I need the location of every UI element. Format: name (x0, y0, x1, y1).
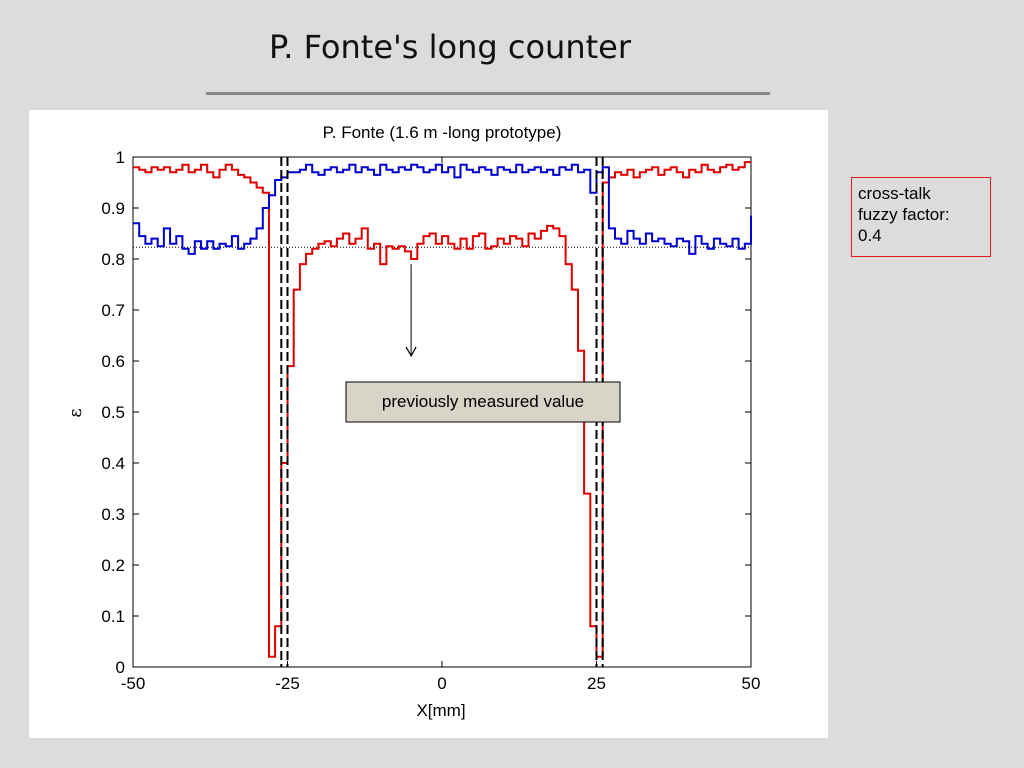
x-tick-label: -25 (275, 674, 300, 693)
note-line-2: fuzzy factor: (858, 205, 950, 224)
annotation-box (345, 381, 621, 423)
x-tick-label: 50 (742, 674, 761, 693)
title-underline (206, 92, 770, 95)
x-tick-label: 0 (437, 674, 446, 693)
x-tick-label: 25 (587, 674, 606, 693)
series-blue-line (133, 163, 752, 255)
y-tick-label: 0.7 (101, 301, 125, 320)
y-tick-label: 0.1 (101, 607, 125, 626)
chart-title: P. Fonte (1.6 m -long prototype) (323, 123, 562, 142)
note-line-1: cross-talk (858, 184, 931, 203)
y-tick-label: 0.9 (101, 199, 125, 218)
slide-title: P. Fonte's long counter (268, 28, 631, 66)
annotation-arrow-head (405, 346, 417, 358)
crosstalk-note-box: cross-talk fuzzy factor: 0.4 (851, 177, 991, 257)
note-line-3: 0.4 (858, 226, 882, 245)
y-tick-label: 0.2 (101, 556, 125, 575)
series-red-line (133, 161, 751, 658)
y-tick-label: 0.8 (101, 250, 125, 269)
x-tick-label: -50 (121, 674, 146, 693)
y-tick-label: 0.5 (101, 403, 125, 422)
efficiency-chart: P. Fonte (1.6 m -long prototype) X[mm] ε… (65, 123, 761, 720)
y-tick-label: 0.4 (101, 454, 125, 473)
y-tick-label: 0.3 (101, 505, 125, 524)
chart-panel: P. Fonte (1.6 m -long prototype) X[mm] ε… (29, 110, 828, 738)
annotation-label: previously measured value (382, 392, 584, 411)
x-axis-label: X[mm] (416, 701, 465, 720)
y-axis-label: ε (65, 408, 86, 417)
y-tick-label: 1 (116, 148, 125, 167)
y-tick-label: 0.6 (101, 352, 125, 371)
y-tick-label: 0 (116, 658, 125, 677)
